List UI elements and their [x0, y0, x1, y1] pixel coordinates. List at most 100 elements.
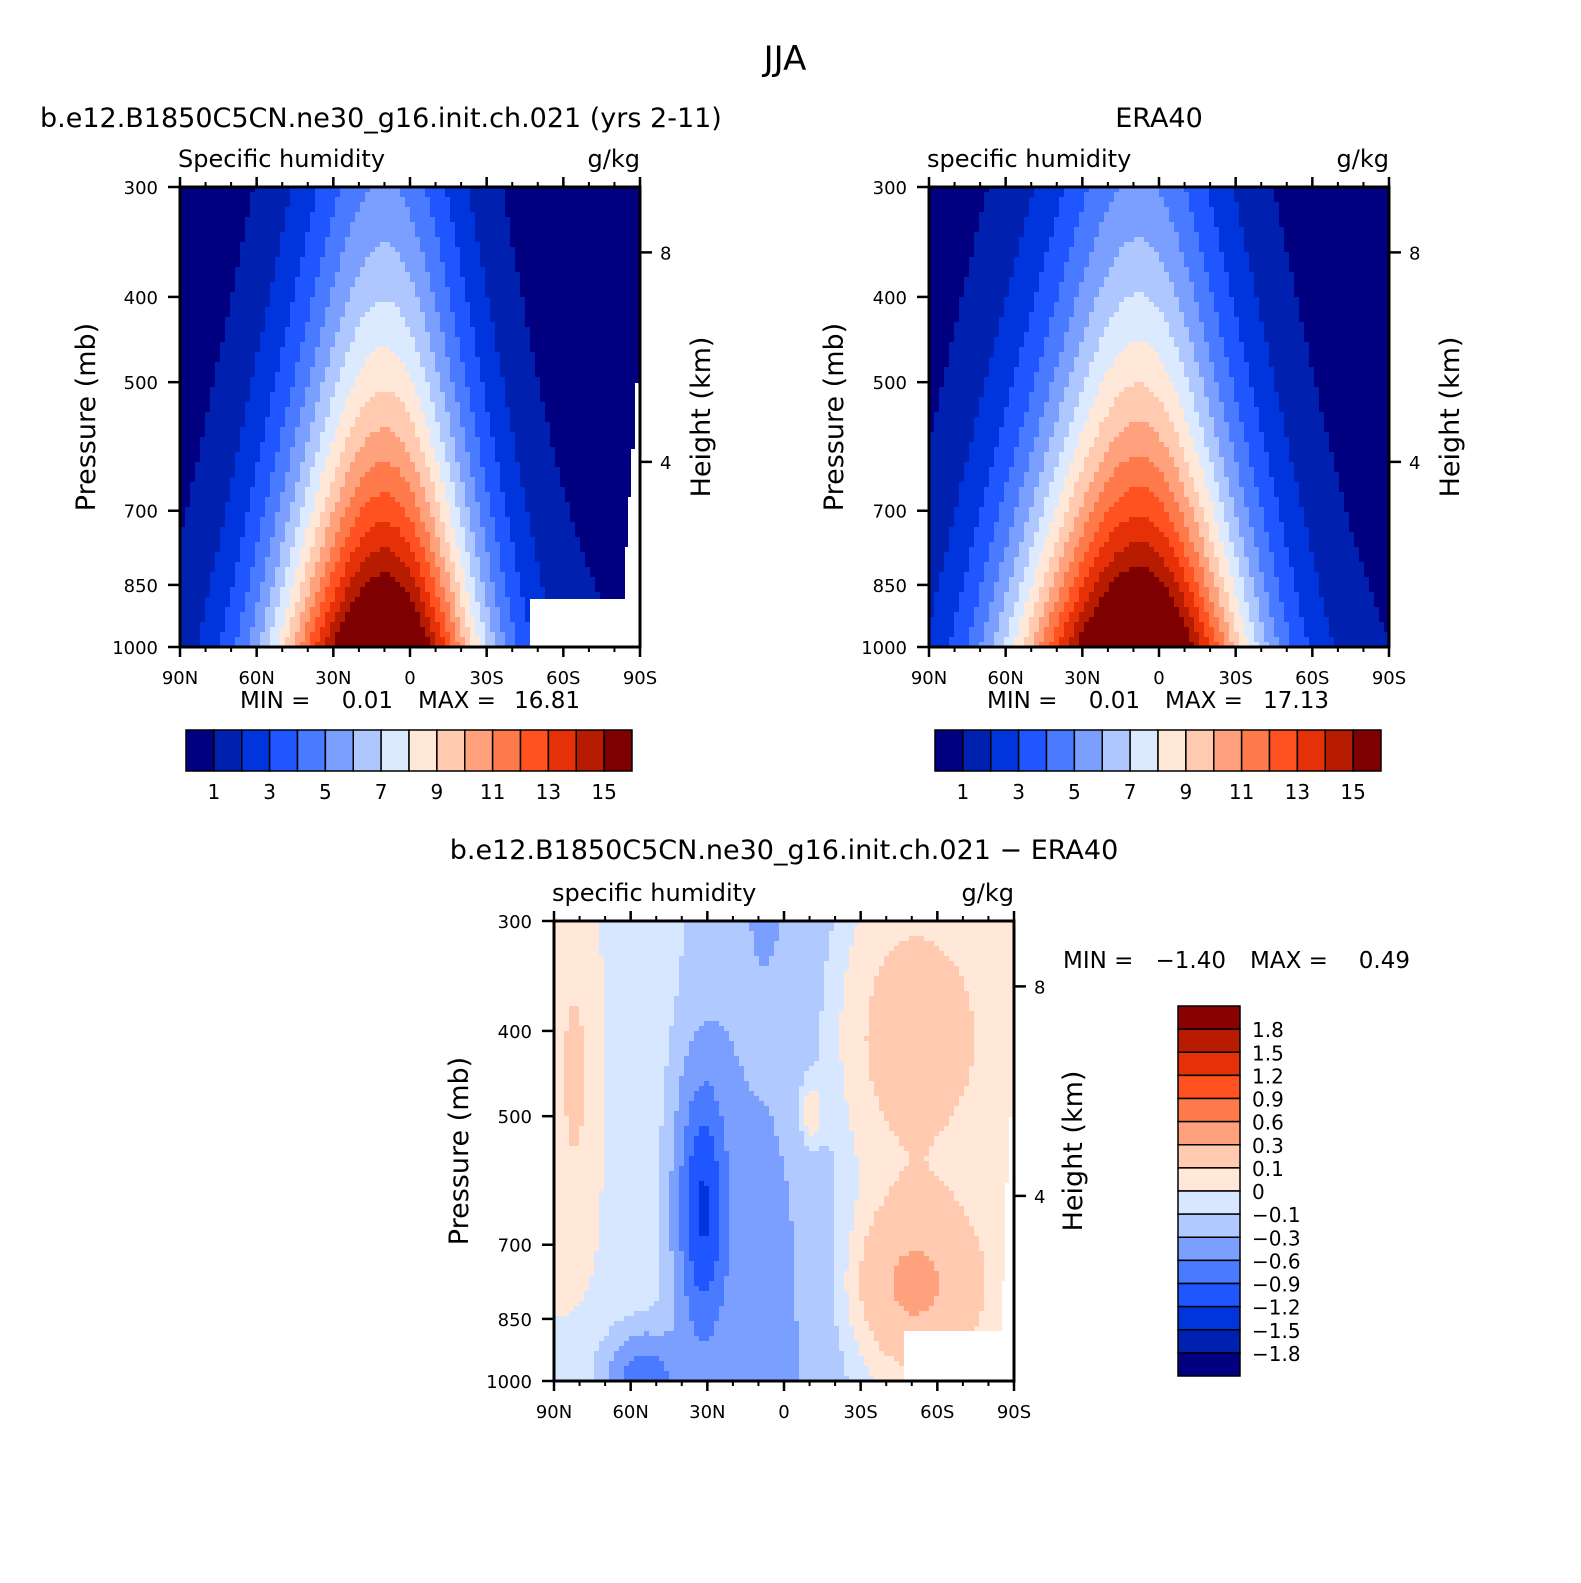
contour-band-cell	[1229, 427, 1245, 433]
contour-band-cell	[1189, 197, 1210, 203]
contour-band-cell	[834, 1181, 860, 1187]
contour-band-cell	[465, 532, 476, 538]
contour-band-cell	[599, 1241, 660, 1247]
contour-band-cell	[679, 1221, 690, 1227]
contour-band-cell	[295, 492, 306, 498]
contour-band-cell	[674, 1136, 685, 1142]
contour-band-cell	[1054, 607, 1065, 613]
contour-band-cell	[1099, 427, 1125, 433]
contour-band-cell	[1224, 517, 1240, 523]
contour-band-cell	[1039, 367, 1055, 373]
contour-band-cell	[1269, 452, 1290, 458]
contour-band-cell	[604, 976, 680, 982]
contour-band-cell	[425, 267, 446, 273]
contour-band-cell	[1204, 337, 1225, 343]
contour-band-cell	[1089, 617, 1185, 623]
contour-band-cell	[450, 217, 476, 223]
contour-band-cell	[300, 472, 311, 478]
contour-band-cell	[1044, 542, 1055, 548]
contour-band-cell	[1229, 632, 1240, 638]
contour-band-cell	[1024, 417, 1040, 423]
contour-band-cell	[235, 452, 261, 458]
contour-band-cell	[335, 437, 346, 443]
contour-band-cell	[285, 612, 296, 618]
contour-band-cell	[1294, 587, 1320, 593]
contour-band-cell	[230, 587, 251, 593]
contour-band-cell	[245, 417, 266, 423]
contour-band-cell	[554, 1161, 605, 1167]
contour-band-cell	[395, 352, 421, 358]
contour-band-cell	[300, 507, 316, 513]
contour-band-cell	[1219, 557, 1230, 563]
contour-band-cell	[295, 372, 311, 378]
contour-band-cell	[475, 332, 496, 338]
contour-band-cell	[290, 462, 301, 468]
contour-band-cell	[525, 502, 571, 508]
contour-band-cell	[290, 547, 301, 553]
contour-band-cell	[300, 552, 311, 558]
contour-band-cell	[445, 352, 461, 358]
contour-band-cell	[1004, 607, 1015, 613]
contour-band-cell	[929, 252, 975, 258]
contour-band-cell	[684, 1141, 695, 1147]
contour-band-cell	[180, 207, 251, 213]
contour-band-cell	[1054, 572, 1065, 578]
contour-band-cell	[1199, 632, 1205, 638]
contour-band-cell	[569, 1126, 580, 1132]
contour-band-cell	[310, 432, 321, 438]
contour-band-cell	[1194, 437, 1205, 443]
contour-band-cell	[1204, 382, 1220, 388]
contour-band-cell	[1219, 567, 1230, 573]
contour-band-cell	[315, 642, 326, 647]
contour-band-cell	[1029, 202, 1060, 208]
contour-band-cell	[305, 447, 321, 453]
contour-band-cell	[679, 1241, 690, 1247]
contour-band-cell	[1259, 412, 1285, 418]
contour-band-cell	[250, 582, 261, 588]
contour-band-cell	[684, 1256, 690, 1262]
contour-band-cell	[1179, 557, 1190, 563]
contour-band-cell	[445, 617, 451, 623]
contour-band-cell	[180, 272, 236, 278]
contour-band-cell	[609, 1376, 625, 1381]
contour-band-cell	[689, 1196, 700, 1202]
contour-band-cell	[1079, 477, 1095, 483]
contour-band-cell	[455, 632, 461, 638]
contour-band-cell	[290, 392, 306, 398]
contour-band-cell	[1014, 607, 1025, 613]
contour-band-cell	[709, 1211, 720, 1217]
contour-band-cell	[1189, 637, 1200, 643]
contour-band-cell	[834, 1171, 860, 1177]
contour-band-cell	[554, 986, 605, 992]
contour-band-cell	[964, 282, 1010, 288]
contour-band-cell	[445, 407, 461, 413]
y-tick-label: 400	[124, 288, 158, 309]
contour-band-cell	[1244, 432, 1265, 438]
contour-band-cell	[495, 517, 511, 523]
contour-band-cell	[1264, 637, 1280, 643]
contour-band-cell	[445, 277, 466, 283]
contour-band-cell	[1104, 542, 1130, 548]
contour-band-cell	[554, 1256, 595, 1262]
contour-band-cell	[554, 1051, 565, 1057]
contour-band-cell	[864, 1236, 980, 1242]
contour-band-cell	[894, 1291, 940, 1297]
colorbar-box	[268, 729, 299, 772]
contour-band-cell	[275, 582, 286, 588]
contour-band-cell	[1174, 292, 1195, 298]
contour-band-cell	[460, 562, 471, 568]
contour-band-cell	[694, 1151, 715, 1157]
contour-band-cell	[849, 966, 880, 972]
contour-band-cell	[300, 517, 311, 523]
contour-band-cell	[979, 217, 1025, 223]
contour-band-cell	[260, 632, 271, 638]
contour-band-cell	[1304, 322, 1389, 328]
contour-band-cell	[564, 1106, 585, 1112]
contour-band-cell	[450, 357, 461, 363]
contour-band-cell	[1194, 347, 1210, 353]
panel-obs-left-label: specific humidity	[927, 145, 1131, 173]
contour-band-cell	[869, 1056, 975, 1062]
contour-band-cell	[599, 1191, 660, 1197]
contour-band-cell	[510, 422, 551, 428]
contour-band-cell	[510, 617, 526, 623]
